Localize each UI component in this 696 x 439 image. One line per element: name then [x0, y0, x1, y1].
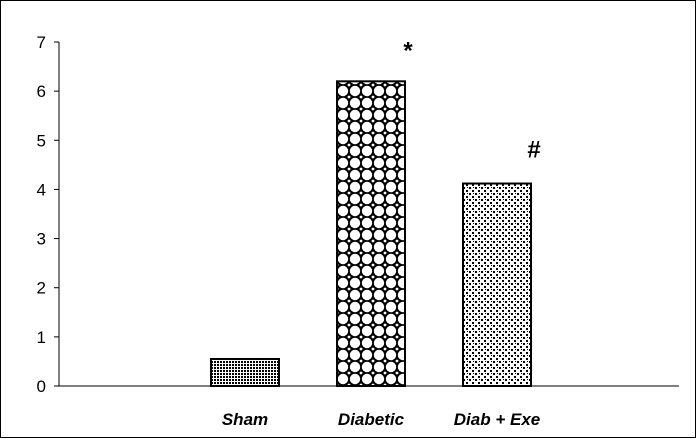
bar-2 [336, 80, 406, 387]
significance-marker: * [403, 37, 413, 64]
y-tick-label: 7 [37, 33, 46, 52]
y-tick-label: 4 [37, 180, 46, 199]
y-tick-label: 1 [37, 328, 46, 347]
y-tick-label: 5 [37, 131, 46, 150]
significance-markers: *# [403, 37, 540, 163]
y-tick-label: 0 [37, 377, 46, 396]
y-tick-label: 2 [37, 279, 46, 298]
bars [210, 80, 532, 388]
bar-3 [462, 182, 532, 387]
significance-marker: # [527, 137, 540, 164]
y-tick-label: 3 [37, 230, 46, 249]
bar-1 [210, 357, 280, 388]
x-category-label: Sham [222, 410, 268, 429]
y-tick-label: 6 [37, 82, 46, 101]
x-category-label: Diab + Exe [454, 410, 540, 429]
x-axis-labels: Sham Diabetic Diab + Exe [222, 410, 540, 429]
x-category-label: Diabetic [338, 410, 405, 429]
y-axis-ticks: 0 1 2 3 4 5 6 7 [37, 33, 59, 396]
